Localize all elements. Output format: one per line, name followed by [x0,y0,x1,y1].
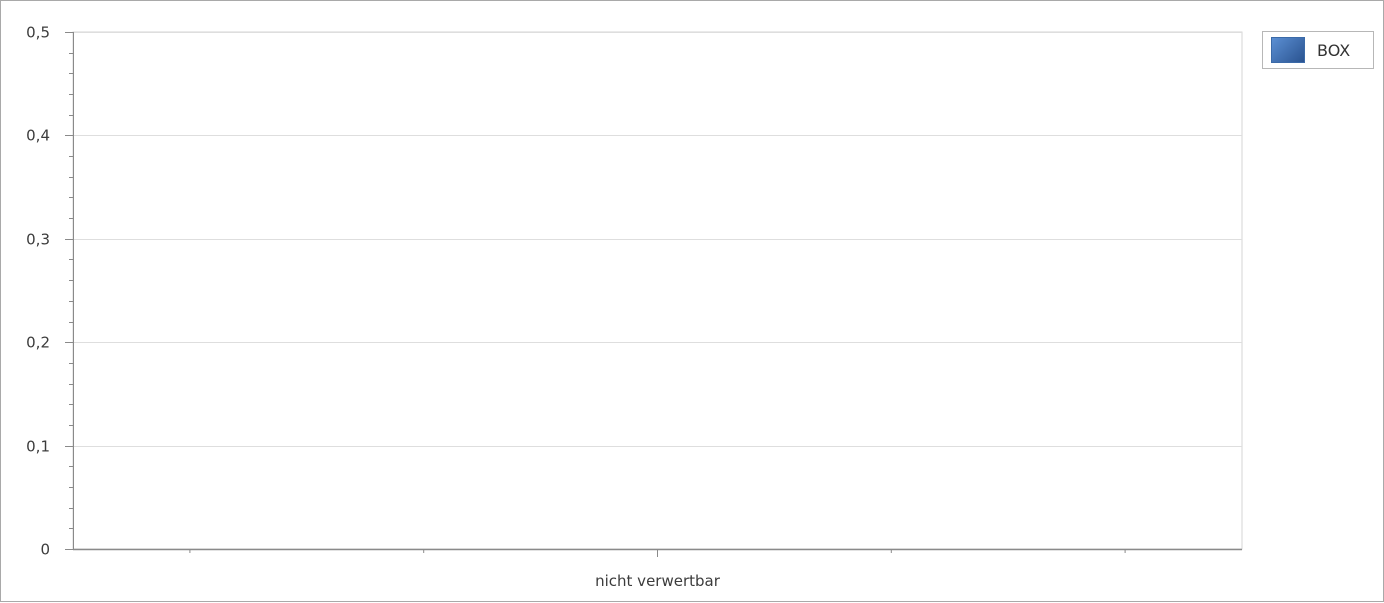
y-tick-label-5: 0,5 [26,24,50,42]
grid-lines [73,32,1242,447]
y-tick-label-4: 0,4 [26,127,50,145]
x-tick-labels: nicht verwertbar [595,572,721,590]
y-tick-label-0: 0 [40,541,50,559]
x-tick-label-0: nicht verwertbar [595,572,721,590]
y-tick-label-1: 0,1 [26,438,50,456]
y-tick-label-3: 0,3 [26,231,50,249]
y-tick-labels: 0 0,1 0,2 0,3 0,4 0,5 [26,24,50,559]
axes [65,32,1242,557]
y-tick-label-2: 0,2 [26,334,50,352]
legend-swatch [1271,37,1305,63]
legend: BOX [1262,31,1374,69]
plot-area [72,31,1243,550]
legend-label-box: BOX [1317,40,1351,60]
